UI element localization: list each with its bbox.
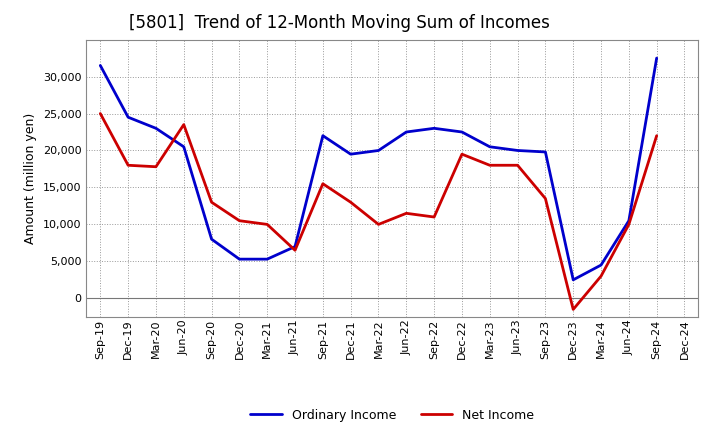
Net Income: [318, 181, 327, 187]
Ordinary Income: [485, 144, 494, 150]
Net Income: [207, 200, 216, 205]
Net Income: [179, 122, 188, 127]
Line: Ordinary Income: Ordinary Income: [100, 58, 657, 280]
Ordinary Income: [152, 126, 161, 131]
Ordinary Income: [374, 148, 383, 153]
Ordinary Income: [541, 149, 550, 154]
Net Income: [458, 151, 467, 157]
Ordinary Income: [207, 237, 216, 242]
Text: [5801]  Trend of 12-Month Moving Sum of Incomes: [5801] Trend of 12-Month Moving Sum of I…: [130, 15, 550, 33]
Net Income: [485, 163, 494, 168]
Ordinary Income: [263, 257, 271, 262]
Net Income: [569, 307, 577, 312]
Net Income: [597, 274, 606, 279]
Ordinary Income: [513, 148, 522, 153]
Net Income: [152, 164, 161, 169]
Net Income: [374, 222, 383, 227]
Net Income: [235, 218, 243, 224]
Ordinary Income: [569, 277, 577, 282]
Ordinary Income: [318, 133, 327, 138]
Ordinary Income: [124, 114, 132, 120]
Y-axis label: Amount (million yen): Amount (million yen): [24, 113, 37, 244]
Net Income: [346, 200, 355, 205]
Ordinary Income: [458, 129, 467, 135]
Net Income: [430, 214, 438, 220]
Ordinary Income: [235, 257, 243, 262]
Ordinary Income: [179, 144, 188, 150]
Ordinary Income: [624, 218, 633, 224]
Net Income: [541, 196, 550, 201]
Net Income: [402, 211, 410, 216]
Ordinary Income: [652, 55, 661, 61]
Net Income: [624, 222, 633, 227]
Net Income: [124, 163, 132, 168]
Ordinary Income: [291, 244, 300, 249]
Ordinary Income: [402, 129, 410, 135]
Ordinary Income: [96, 63, 104, 68]
Ordinary Income: [430, 126, 438, 131]
Net Income: [263, 222, 271, 227]
Ordinary Income: [346, 151, 355, 157]
Net Income: [652, 133, 661, 138]
Ordinary Income: [597, 262, 606, 268]
Line: Net Income: Net Income: [100, 114, 657, 309]
Net Income: [291, 248, 300, 253]
Net Income: [513, 163, 522, 168]
Net Income: [96, 111, 104, 116]
Legend: Ordinary Income, Net Income: Ordinary Income, Net Income: [246, 404, 539, 427]
